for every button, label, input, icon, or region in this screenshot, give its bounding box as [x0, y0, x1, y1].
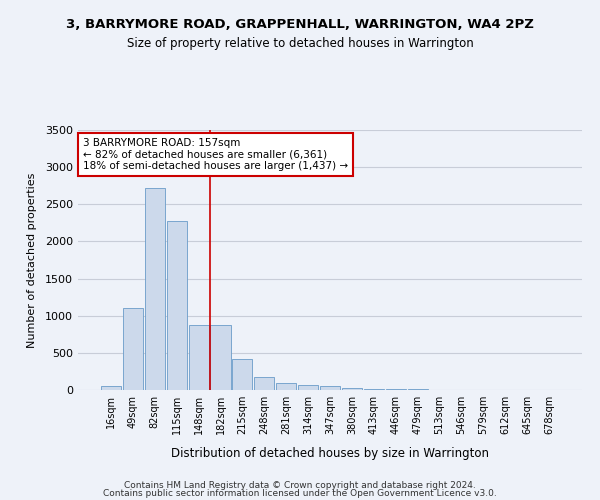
- Bar: [123, 308, 143, 390]
- Bar: [232, 359, 253, 390]
- Bar: [298, 385, 318, 390]
- Bar: [188, 324, 209, 390]
- Bar: [320, 386, 340, 390]
- Text: Contains public sector information licensed under the Open Government Licence v3: Contains public sector information licen…: [103, 489, 497, 498]
- Bar: [276, 382, 296, 390]
- Bar: [211, 326, 230, 390]
- Bar: [101, 386, 121, 390]
- Bar: [167, 220, 187, 390]
- Bar: [364, 388, 384, 390]
- Text: Size of property relative to detached houses in Warrington: Size of property relative to detached ho…: [127, 38, 473, 51]
- Text: 3 BARRYMORE ROAD: 157sqm
← 82% of detached houses are smaller (6,361)
18% of sem: 3 BARRYMORE ROAD: 157sqm ← 82% of detach…: [83, 138, 348, 171]
- Text: 3, BARRYMORE ROAD, GRAPPENHALL, WARRINGTON, WA4 2PZ: 3, BARRYMORE ROAD, GRAPPENHALL, WARRINGT…: [66, 18, 534, 30]
- Bar: [386, 389, 406, 390]
- Text: Contains HM Land Registry data © Crown copyright and database right 2024.: Contains HM Land Registry data © Crown c…: [124, 480, 476, 490]
- Text: Distribution of detached houses by size in Warrington: Distribution of detached houses by size …: [171, 448, 489, 460]
- Bar: [254, 378, 274, 390]
- Y-axis label: Number of detached properties: Number of detached properties: [26, 172, 37, 348]
- Bar: [342, 388, 362, 390]
- Bar: [145, 188, 165, 390]
